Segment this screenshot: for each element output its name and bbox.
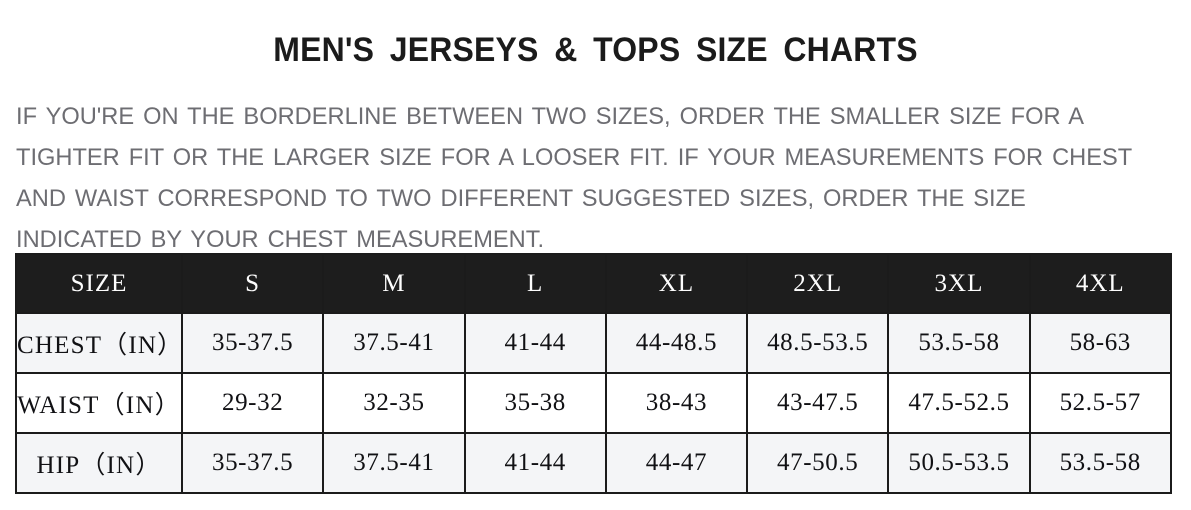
cell-waist-l: 35-38 bbox=[463, 372, 607, 434]
cell-hip-4xl: 53.5-58 bbox=[1028, 432, 1172, 494]
cell-chest-xl: 44-48.5 bbox=[604, 312, 749, 374]
size-chart-table: SIZE S M L XL 2XL 3XL 4XL CHEST（IN） 35-3… bbox=[15, 253, 1172, 494]
row-label-hip: HIP（IN） bbox=[15, 432, 183, 494]
column-header-4xl: 4XL bbox=[1028, 253, 1172, 314]
cell-chest-m: 37.5-41 bbox=[322, 312, 466, 374]
cell-hip-s: 35-37.5 bbox=[180, 432, 325, 494]
cell-chest-2xl: 48.5-53.5 bbox=[746, 312, 890, 374]
cell-hip-m: 37.5-41 bbox=[322, 432, 466, 494]
cell-waist-2xl: 43-47.5 bbox=[746, 372, 890, 434]
cell-chest-4xl: 58-63 bbox=[1028, 312, 1172, 374]
cell-hip-xl: 44-47 bbox=[604, 432, 749, 494]
cell-chest-s: 35-37.5 bbox=[180, 312, 325, 374]
row-label-chest: CHEST（IN） bbox=[15, 312, 183, 374]
table-row: CHEST（IN） 35-37.5 37.5-41 41-44 44-48.5 … bbox=[15, 312, 1172, 374]
column-header-size: SIZE bbox=[15, 253, 183, 314]
table-row: HIP（IN） 35-37.5 37.5-41 41-44 44-47 47-5… bbox=[15, 432, 1172, 494]
page-title: MEN'S JERSEYS & TOPS SIZE CHARTS bbox=[273, 31, 918, 69]
column-header-l: L bbox=[463, 253, 607, 314]
column-header-xl: XL bbox=[604, 253, 749, 314]
cell-waist-xl: 38-43 bbox=[604, 372, 749, 434]
cell-waist-s: 29-32 bbox=[180, 372, 325, 434]
column-header-m: M bbox=[322, 253, 466, 314]
row-label-waist: WAIST（IN） bbox=[15, 372, 183, 434]
cell-hip-2xl: 47-50.5 bbox=[746, 432, 890, 494]
column-header-s: S bbox=[180, 253, 325, 314]
size-table-container: SIZE S M L XL 2XL 3XL 4XL CHEST（IN） 35-3… bbox=[15, 253, 1172, 494]
table-header-row: SIZE S M L XL 2XL 3XL 4XL bbox=[15, 253, 1172, 314]
cell-chest-3xl: 53.5-58 bbox=[887, 312, 1031, 374]
column-header-3xl: 3XL bbox=[887, 253, 1031, 314]
cell-waist-3xl: 47.5-52.5 bbox=[887, 372, 1031, 434]
cell-waist-m: 32-35 bbox=[322, 372, 466, 434]
cell-hip-l: 41-44 bbox=[463, 432, 607, 494]
table-row: WAIST（IN） 29-32 32-35 35-38 38-43 43-47.… bbox=[15, 372, 1172, 434]
column-header-2xl: 2XL bbox=[746, 253, 890, 314]
cell-chest-l: 41-44 bbox=[463, 312, 607, 374]
sizing-instructions: IF YOU'RE ON THE BORDERLINE BETWEEN TWO … bbox=[16, 103, 1132, 253]
cell-waist-4xl: 52.5-57 bbox=[1028, 372, 1172, 434]
cell-hip-3xl: 50.5-53.5 bbox=[887, 432, 1031, 494]
